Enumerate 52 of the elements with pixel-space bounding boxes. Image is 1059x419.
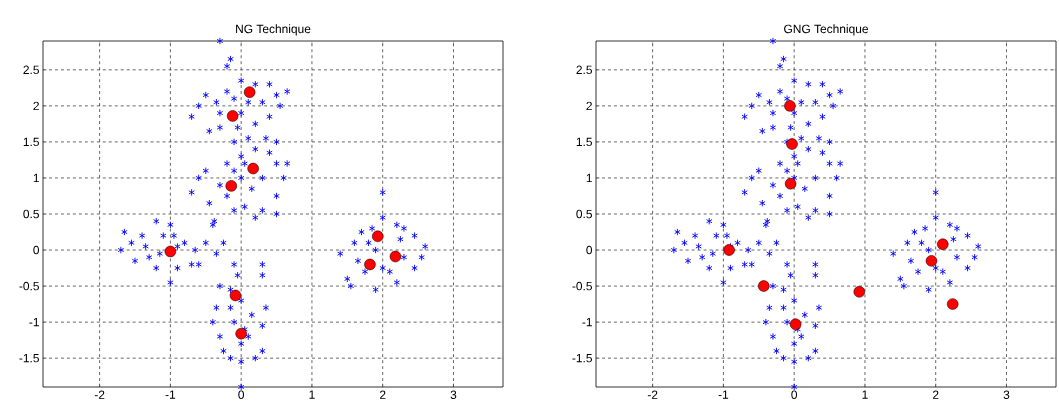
y-tick-label: 1 <box>33 173 39 183</box>
y-tick-label: 1 <box>586 173 592 183</box>
y-tick-label: 0.5 <box>23 209 39 219</box>
y-tick-label: 0 <box>33 245 40 255</box>
x-tick-label: 3 <box>450 390 457 399</box>
y-tick-label: 2 <box>33 101 39 111</box>
x-tick-label: 0 <box>238 390 245 399</box>
point <box>247 162 259 175</box>
point <box>164 245 177 258</box>
point <box>786 138 798 150</box>
point <box>226 110 239 122</box>
y-tick-label: -0.5 <box>572 281 592 291</box>
chart-title: GNG Technique <box>784 24 868 36</box>
point <box>229 289 242 302</box>
point <box>758 280 770 292</box>
y-tick-label: 2.5 <box>576 65 592 75</box>
point <box>243 86 256 98</box>
y-tick-label: -1.5 <box>572 354 592 363</box>
point <box>789 318 802 331</box>
point <box>925 255 938 267</box>
y-tick-label: 2.5 <box>23 65 39 75</box>
y-tick-label: 2 <box>586 101 592 111</box>
point <box>723 244 735 256</box>
point <box>784 178 797 190</box>
point <box>784 100 796 112</box>
x-tick-label: -1 <box>718 390 729 399</box>
y-tick-label: 0 <box>586 245 593 255</box>
x-tick-label: -2 <box>94 390 105 399</box>
y-tick-label: -0.5 <box>19 281 39 291</box>
x-tick-label: 2 <box>932 390 939 399</box>
y-tick-label: -1 <box>582 318 592 327</box>
point <box>937 238 949 250</box>
point <box>225 180 237 192</box>
point <box>364 258 376 271</box>
x-tick-label: 0 <box>791 390 798 399</box>
point <box>389 250 402 263</box>
point <box>946 298 959 310</box>
y-tick-label: -1 <box>29 318 39 327</box>
point <box>372 230 384 243</box>
point <box>853 286 866 298</box>
y-tick-label: 0.5 <box>576 209 592 219</box>
x-tick-label: 2 <box>379 390 386 399</box>
x-tick-label: 1 <box>862 390 868 399</box>
x-tick-label: -1 <box>165 390 176 399</box>
x-tick-label: 1 <box>309 390 315 399</box>
x-tick-label: -2 <box>647 390 658 399</box>
x-tick-label: 3 <box>1003 390 1010 399</box>
chart-title: NG Technique <box>236 24 311 36</box>
y-tick-label: 1.5 <box>23 137 39 147</box>
point <box>235 327 247 340</box>
y-tick-label: -1.5 <box>19 354 39 363</box>
y-tick-label: 1.5 <box>576 137 592 147</box>
